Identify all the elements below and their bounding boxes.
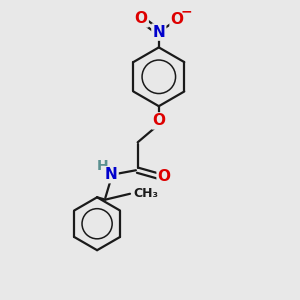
Text: N: N <box>152 25 165 40</box>
Text: −: − <box>181 4 192 19</box>
Text: H: H <box>97 159 109 173</box>
Text: CH₃: CH₃ <box>133 187 158 200</box>
Text: O: O <box>158 169 171 184</box>
Text: O: O <box>170 12 184 27</box>
Text: O: O <box>152 113 165 128</box>
Text: O: O <box>135 11 148 26</box>
Text: N: N <box>105 167 118 182</box>
